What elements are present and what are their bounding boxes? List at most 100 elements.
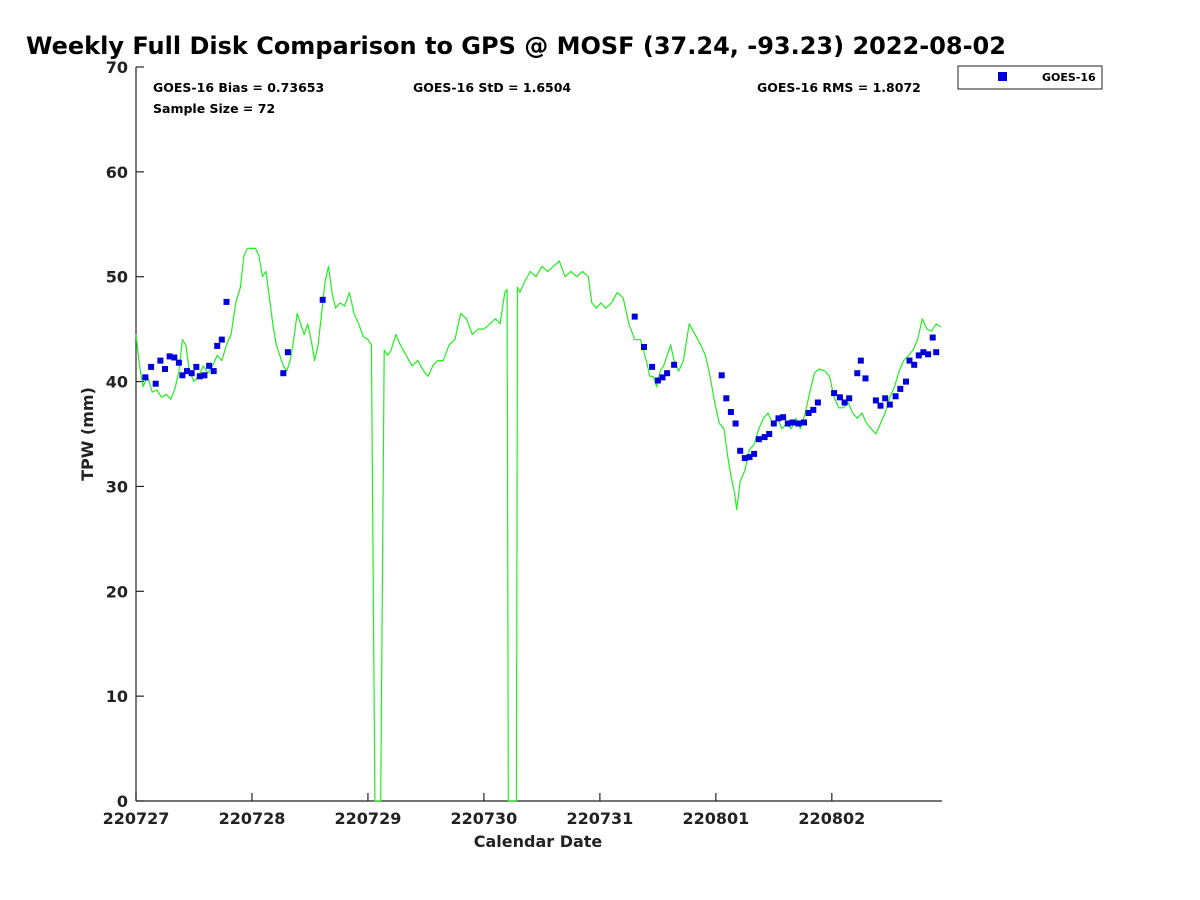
goes16-point (814, 399, 821, 406)
goes16-point (319, 296, 326, 303)
y-ticks: 0 10 20 30 40 50 60 70 (106, 58, 144, 811)
goes16-point (188, 370, 195, 377)
goes16-point (723, 395, 730, 402)
goes16-point (780, 414, 787, 421)
x-tick-label: 220731 (566, 809, 633, 828)
goes16-point (201, 372, 208, 379)
goes16-point (801, 419, 807, 426)
legend-box (957, 65, 1103, 90)
goes16-point (886, 401, 893, 408)
y-tick-label: 30 (106, 477, 128, 496)
goes16-point (649, 363, 656, 370)
x-ticks: 220727 220728 220729 220730 220731 220801 2208… (103, 793, 865, 828)
goes16-point (654, 377, 661, 384)
goes16-point (737, 447, 744, 454)
goes16-point (805, 410, 812, 416)
goes16-point (718, 372, 725, 379)
x-tick-label: 220730 (451, 809, 518, 828)
goes16-point (789, 419, 796, 426)
x-tick-label: 220801 (682, 809, 749, 828)
goes16-point (906, 357, 913, 364)
goes16-point (766, 431, 773, 437)
goes16-point (929, 334, 936, 341)
goes16-point (915, 352, 922, 359)
goes16-point (854, 370, 861, 377)
goes16-point (925, 351, 932, 358)
goes16-point (152, 380, 159, 387)
y-tick-label: 70 (106, 58, 128, 77)
goes16-point (210, 368, 217, 375)
goes16-point (862, 375, 869, 382)
legend-label: GOES-16 (1042, 71, 1096, 84)
goes16-point (193, 363, 200, 370)
goes16-point (218, 336, 225, 343)
legend-marker (998, 72, 1007, 81)
goes16-point (175, 359, 182, 366)
goes16-point (920, 349, 927, 356)
gps-line (135, 247, 942, 802)
goes16-series (142, 296, 940, 462)
goes16-point (795, 420, 802, 427)
goes16-point (206, 362, 213, 369)
y-axis-label: TPW (mm) (78, 387, 97, 481)
goes16-point (631, 313, 638, 320)
goes16-point (872, 397, 879, 404)
goes16-point (846, 395, 853, 402)
goes16-point (142, 374, 149, 381)
goes16-point (882, 395, 889, 402)
plot-axes (135, 67, 942, 802)
y-tick-label: 40 (106, 373, 128, 392)
y-tick-label: 20 (106, 582, 128, 601)
goes16-point (727, 409, 734, 415)
goes16-point (223, 298, 230, 305)
bias-stat: GOES-16 Bias = 0.73653 (153, 80, 324, 95)
goes16-point (857, 357, 864, 364)
goes16-point (162, 366, 168, 372)
goes16-point (741, 455, 748, 462)
y-tick-label: 60 (106, 163, 128, 182)
goes16-point (746, 454, 753, 461)
goes16-point (770, 420, 777, 427)
x-tick-label: 220727 (103, 809, 170, 828)
goes16-point (148, 363, 155, 370)
goes16-point (911, 361, 918, 368)
goes16-point (892, 393, 899, 400)
gps-series (135, 247, 942, 802)
y-tick-label: 0 (117, 792, 128, 811)
std-stat: GOES-16 StD = 1.6504 (413, 80, 571, 95)
goes16-point (810, 406, 817, 413)
x-axis-label: Calendar Date (474, 832, 603, 851)
x-tick-label: 220802 (798, 809, 865, 828)
goes16-point (841, 399, 848, 406)
rms-stat: GOES-16 RMS = 1.8072 (757, 80, 921, 95)
goes16-point (157, 357, 164, 364)
goes16-point (659, 374, 666, 381)
chart-title: Weekly Full Disk Comparison to GPS @ MOS… (26, 32, 1006, 60)
goes16-point (179, 372, 186, 379)
goes16-point (755, 436, 762, 443)
goes16-point (775, 415, 782, 422)
goes16-point (877, 402, 884, 409)
goes16-point (171, 354, 178, 361)
x-tick-label: 220729 (335, 809, 402, 828)
goes16-point (897, 385, 904, 392)
goes16-point (836, 394, 843, 401)
goes16-point (784, 420, 791, 427)
goes16-point (214, 342, 221, 349)
goes16-point (196, 373, 203, 380)
goes16-point (284, 349, 291, 356)
x-tick-label: 220728 (219, 809, 286, 828)
goes16-point (166, 353, 173, 360)
goes16-point (280, 370, 287, 377)
goes16-point (831, 390, 838, 397)
goes16-point (751, 450, 758, 457)
goes16-point (732, 420, 739, 427)
y-tick-label: 10 (106, 687, 128, 706)
sample-size-stat: Sample Size = 72 (153, 101, 275, 116)
goes16-point (664, 370, 671, 377)
goes16-point (641, 344, 647, 350)
goes16-point (761, 434, 768, 441)
goes16-point (671, 361, 678, 368)
goes16-point (184, 368, 190, 375)
